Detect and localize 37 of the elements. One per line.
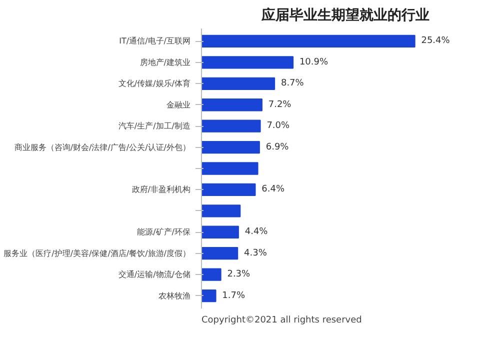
y-tick-label: 政府/非盈利机构 xyxy=(132,185,191,194)
bar xyxy=(202,162,258,175)
chart-title: 应届毕业生期望就业的行业 xyxy=(260,6,430,24)
data-label: 7.0% xyxy=(266,121,290,132)
y-tick-label: IT/通信/电子/互联网 xyxy=(119,36,191,46)
bar xyxy=(202,204,241,218)
y-tick-label: 文化/传媒/娱乐/体育 xyxy=(118,79,191,88)
data-label: 8.7% xyxy=(280,78,304,89)
data-label: 6.9% xyxy=(266,142,290,152)
bar xyxy=(202,98,262,112)
bar xyxy=(202,120,261,132)
data-label: 6.4% xyxy=(262,184,285,195)
y-tick-label: 交通/运输/物流/仓储 xyxy=(118,270,191,280)
text: Copyright©2021 all rights reserved xyxy=(202,316,362,326)
bar xyxy=(202,289,216,302)
bar xyxy=(202,183,256,196)
bar xyxy=(202,226,239,238)
y-tick-label: 商业服务（咨询/财会/法律/广告/公关/认证/外包） xyxy=(14,142,190,152)
y-tick-label: 服务业（医疗/护理/美容/保健/酒店/餐饮/旅游/度假） xyxy=(4,248,191,258)
y-tick-label: 金融业 xyxy=(166,100,190,110)
data-label: 2.3% xyxy=(227,270,251,280)
data-label: 4.3% xyxy=(244,248,268,258)
bar xyxy=(202,77,276,90)
bar xyxy=(202,34,416,48)
y-tick-label: 房地产/建筑业 xyxy=(140,58,191,67)
bar xyxy=(202,268,222,281)
data-label: 10.9% xyxy=(299,57,328,68)
data-label: 1.7% xyxy=(222,290,246,301)
bar xyxy=(202,140,260,154)
bar xyxy=(202,247,238,260)
y-tick-label: 农林牧渔 xyxy=(158,291,190,300)
y-tick-label: 能源/矿产/环保 xyxy=(137,228,190,237)
data-label: 4.4% xyxy=(244,227,268,238)
bar xyxy=(202,56,294,69)
data-label: 7.2% xyxy=(268,100,292,110)
data-label: 25.4% xyxy=(421,36,450,46)
y-tick-label: 汽车/生产/加工/制造 xyxy=(118,122,191,131)
